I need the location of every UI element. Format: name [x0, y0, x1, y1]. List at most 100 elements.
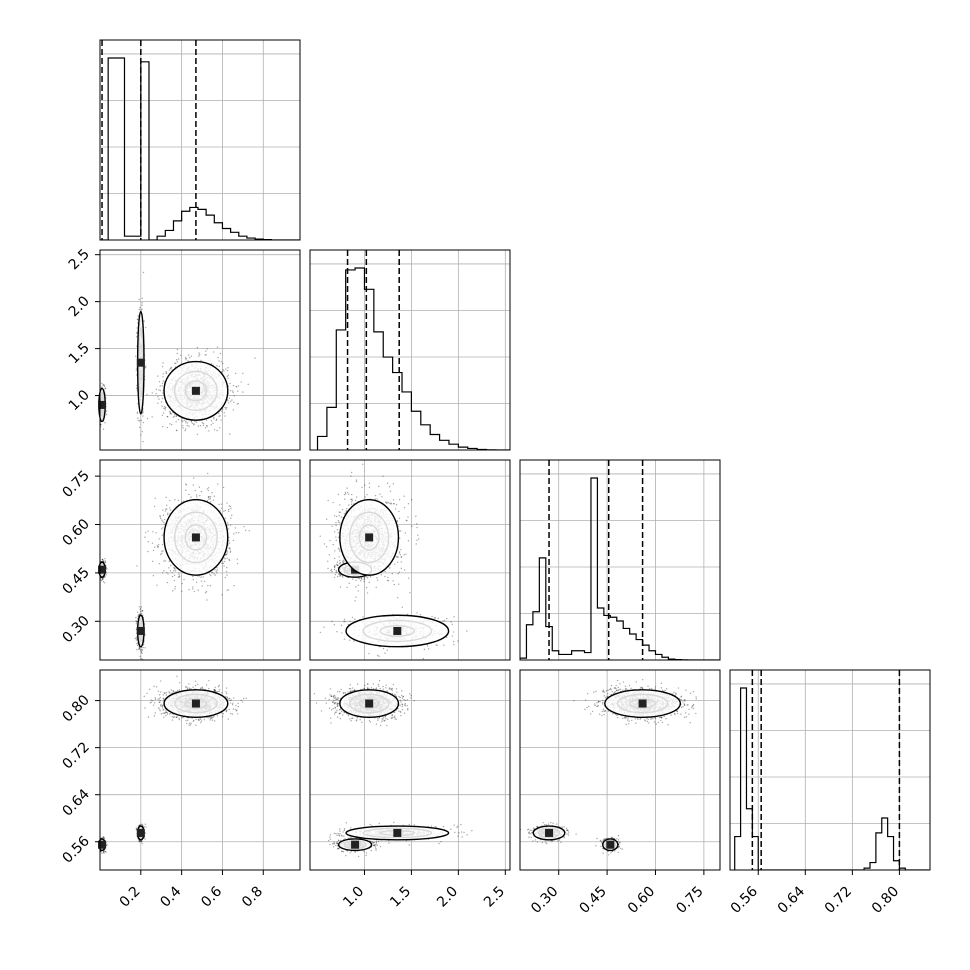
sample-point [228, 559, 231, 562]
sample-point [152, 574, 155, 577]
sample-point [102, 384, 104, 386]
sample-point [227, 589, 230, 591]
sample-point [240, 381, 242, 383]
sample-point [197, 425, 200, 427]
sample-point [228, 402, 230, 404]
sample-point [174, 568, 176, 570]
sample-point [210, 496, 212, 498]
sample-point [175, 415, 177, 417]
sample-point [228, 539, 230, 542]
sample-point [136, 648, 138, 651]
sample-point [181, 582, 183, 585]
sample-point [160, 528, 163, 530]
sample-point [227, 524, 229, 527]
sample-point [220, 503, 223, 505]
sample-point [146, 417, 149, 420]
sample-point [139, 647, 141, 649]
sample-point [214, 574, 216, 576]
sample-point [162, 514, 165, 517]
sample-point [137, 614, 140, 616]
panel-1-1 [309, 249, 511, 451]
sample-point [158, 398, 160, 400]
sample-point [216, 567, 218, 569]
sample-point [161, 382, 164, 385]
panel-2-1 [309, 459, 511, 661]
sample-point [230, 507, 232, 510]
sample-point [169, 410, 171, 413]
sample-point [211, 572, 213, 574]
sample-point [221, 410, 223, 412]
sample-point [95, 400, 96, 401]
sample-point [243, 525, 245, 528]
sample-point [206, 472, 209, 475]
sample-point [216, 346, 219, 348]
sample-point [200, 580, 203, 582]
sample-point [153, 505, 156, 508]
sample-point [164, 409, 166, 411]
sample-point [231, 514, 233, 517]
sample-point [104, 387, 106, 390]
sample-point [177, 358, 180, 360]
sample-point [334, 573, 337, 576]
scatter-points [96, 472, 250, 660]
sample-point [203, 580, 206, 582]
sample-point [101, 578, 104, 581]
sample-point [166, 415, 168, 418]
sample-point [98, 562, 99, 563]
sample-point [341, 560, 344, 562]
sample-point [226, 557, 228, 559]
sample-point [227, 510, 230, 513]
sample-point [105, 410, 108, 412]
sample-point [144, 536, 146, 538]
sample-point [135, 639, 138, 641]
y-tick-label: 0.60 [59, 516, 92, 549]
sample-point [161, 405, 163, 407]
sample-point [233, 395, 235, 397]
sample-point [190, 420, 193, 422]
sample-point [166, 513, 169, 516]
sample-point [161, 519, 163, 521]
sample-point [102, 578, 104, 580]
sample-point [229, 505, 232, 508]
sample-point [171, 572, 173, 574]
sample-point [178, 576, 180, 578]
sample-point [105, 574, 107, 576]
sample-point [176, 429, 178, 432]
sample-point [104, 575, 106, 578]
sample-point [181, 501, 183, 503]
sample-point [160, 553, 162, 556]
sample-point [237, 385, 240, 387]
sample-point [185, 484, 188, 486]
sample-point [103, 576, 106, 579]
sample-point [229, 389, 232, 392]
sample-point [195, 581, 198, 583]
sample-point [244, 529, 247, 532]
sample-point [207, 496, 210, 498]
sample-point [142, 440, 144, 443]
sample-point [101, 382, 103, 385]
sample-point [140, 606, 143, 608]
sample-point [185, 357, 188, 359]
sample-point [96, 576, 97, 577]
sample-point [242, 372, 244, 375]
sample-point [138, 309, 140, 311]
sample-point [218, 360, 220, 362]
density-peak [136, 626, 145, 635]
sample-point [167, 573, 169, 575]
sample-point [236, 403, 239, 405]
sample-point [197, 589, 199, 591]
sample-point [138, 426, 141, 429]
sample-point [103, 385, 106, 388]
sample-point [134, 637, 137, 640]
sample-point [192, 579, 194, 581]
sample-point [141, 648, 143, 651]
sample-point [220, 507, 223, 510]
sample-point [217, 483, 219, 485]
sample-point [136, 332, 138, 334]
sample-point [155, 392, 157, 395]
sample-point [229, 433, 231, 435]
sample-point [172, 416, 175, 418]
sample-point [143, 320, 145, 322]
sample-point [229, 547, 231, 549]
sample-point [206, 500, 209, 502]
